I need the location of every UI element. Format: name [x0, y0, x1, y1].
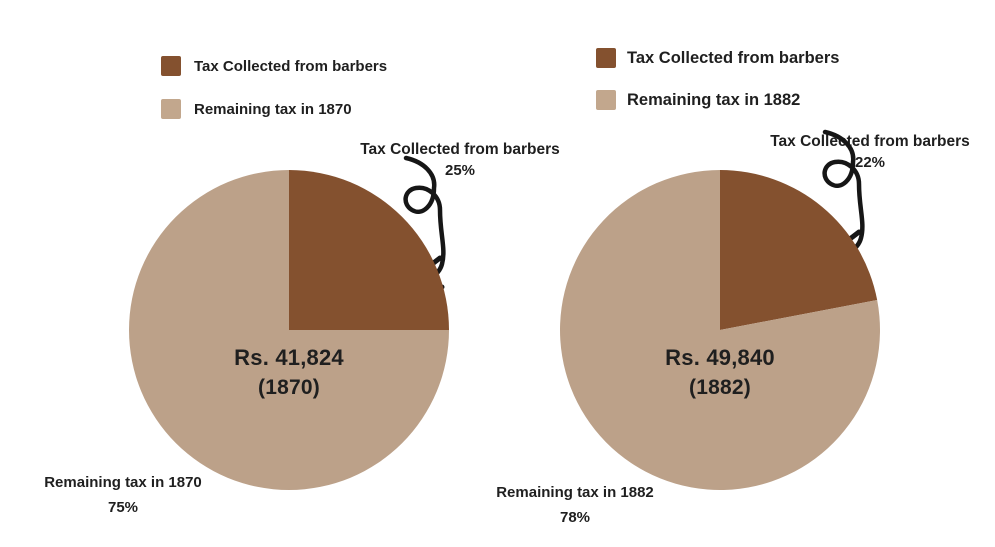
pie-year: (1882): [689, 376, 751, 399]
remaining-slice-label: Remaining tax in 1870 75%: [23, 474, 223, 517]
legend-label: Remaining tax in 1870: [194, 100, 352, 118]
legend-swatch-remaining-tax: [596, 90, 616, 110]
outer-label-text: Remaining tax in 1870: [44, 474, 202, 491]
pie-total-value: Rs. 49,840: [665, 345, 775, 370]
pie-slice: [720, 170, 878, 330]
legend-label: Remaining tax in 1882: [627, 90, 801, 109]
pie-center-label: Rs. 41,824 (1870): [159, 343, 419, 403]
remaining-slice-label: Remaining tax in 1882 78%: [475, 484, 675, 527]
pie-1882: [560, 170, 880, 490]
legend-label: Tax Collected from barbers: [194, 57, 388, 75]
legend-swatch-remaining-tax: [161, 99, 181, 119]
legend-label: Tax Collected from barbers: [627, 48, 840, 67]
callout-percent: 25%: [444, 162, 476, 179]
callout-label: Tax Collected from barbers: [770, 133, 970, 150]
outer-label-text: Remaining tax in 1882: [496, 484, 654, 501]
legend-row: Tax Collected from barbers: [161, 56, 387, 76]
callout-label: Tax Collected from barbers: [360, 141, 560, 158]
legend-row: Tax Collected from barbers: [596, 48, 839, 68]
legend-row: Remaining tax in 1870: [161, 99, 352, 119]
slice-callout: Tax Collected from barbers 25%: [348, 140, 572, 180]
legend-swatch-tax-collected: [161, 56, 181, 76]
legend-swatch-tax-collected: [596, 48, 616, 68]
pie-center-label: Rs. 49,840 (1882): [590, 343, 850, 403]
pie-total-value: Rs. 41,824: [234, 345, 344, 370]
callout-percent: 22%: [854, 154, 886, 171]
pie-1870: [129, 170, 449, 490]
pie-slice: [289, 170, 449, 330]
outer-label-percent: 78%: [559, 509, 591, 526]
legend-row: Remaining tax in 1882: [596, 90, 800, 110]
pie-slice: [560, 170, 880, 490]
pie-slice: [129, 170, 449, 490]
outer-label-percent: 75%: [107, 499, 139, 516]
slice-callout: Tax Collected from barbers 22%: [756, 132, 984, 172]
pie-year: (1870): [258, 376, 320, 399]
